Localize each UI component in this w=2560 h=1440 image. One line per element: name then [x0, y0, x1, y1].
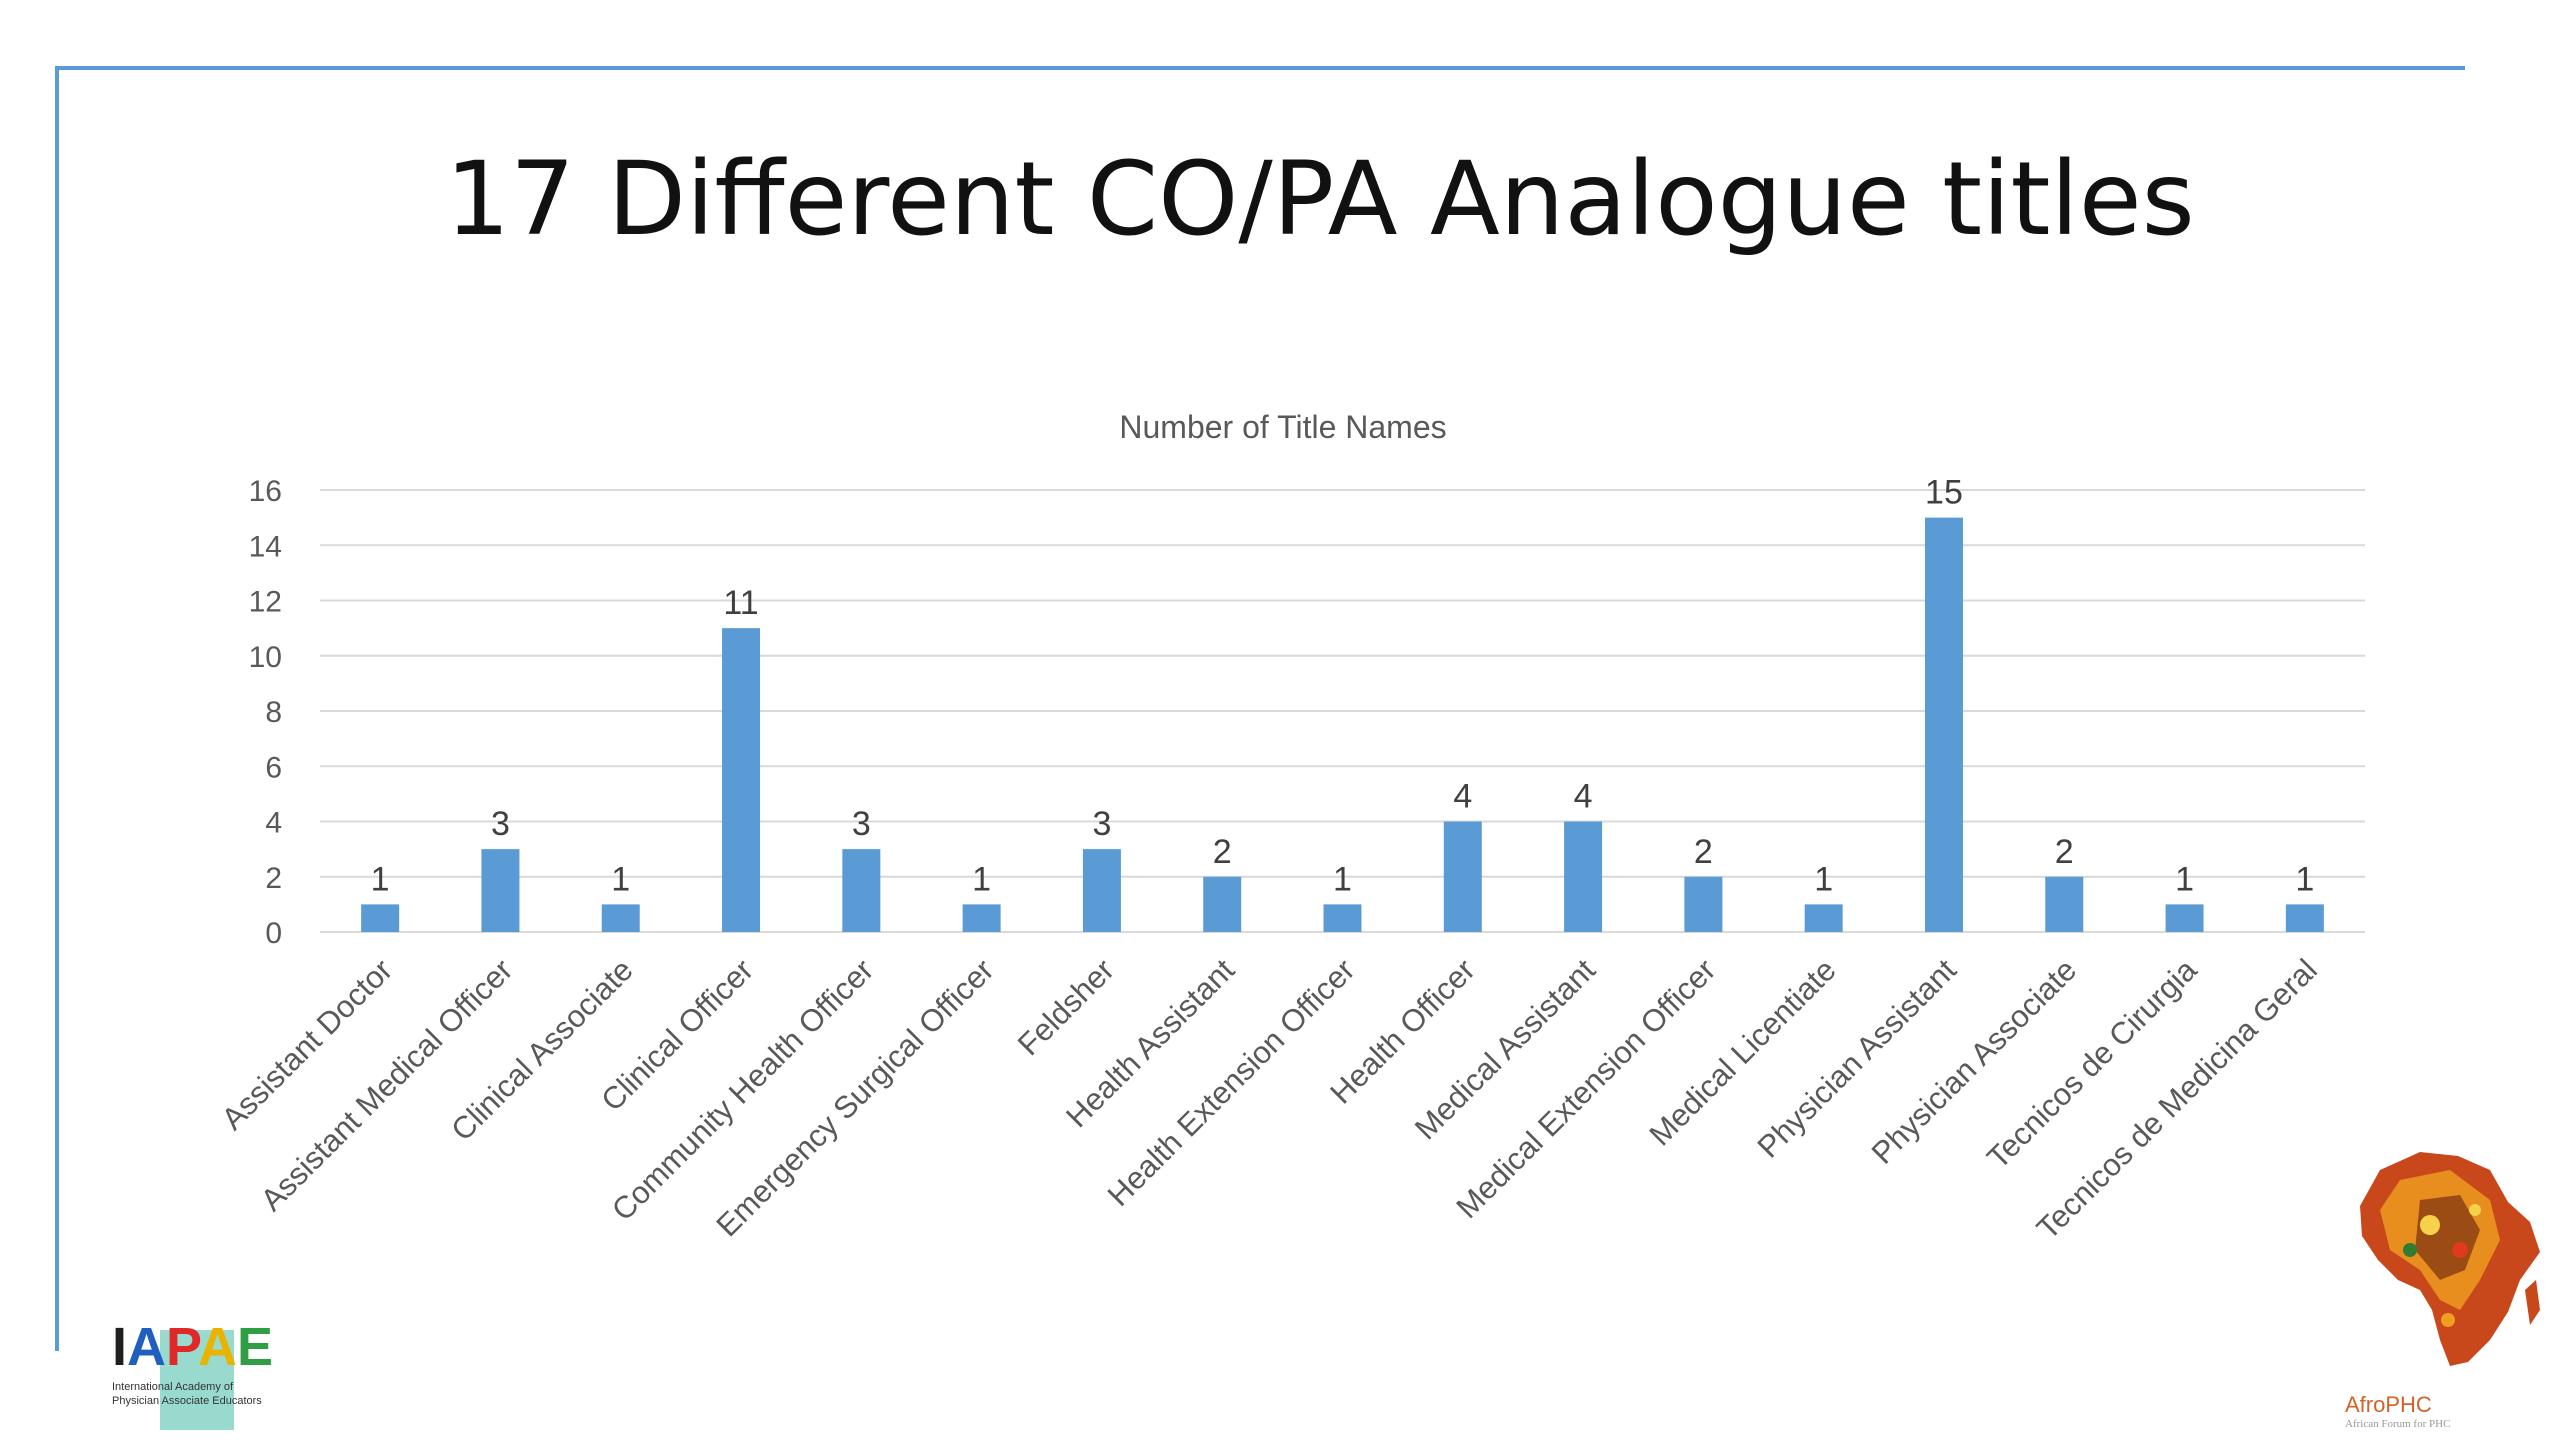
iapae-letter: E [237, 1317, 274, 1377]
iapae-letter: P [166, 1317, 199, 1377]
y-tick-label: 4 [265, 807, 282, 840]
data-label: 1 [2295, 860, 2314, 898]
y-tick-label: 10 [249, 641, 282, 674]
bar [1924, 517, 1963, 932]
data-label: 1 [1333, 860, 1352, 898]
data-label: 1 [972, 860, 991, 898]
afrophc-logo: AfroPHC African Forum for PHC [2340, 1140, 2550, 1440]
bar [2285, 904, 2324, 932]
x-tick-label: Assistant Medical Officer [254, 952, 520, 1218]
chart-title: Number of Title Names [1119, 409, 1446, 445]
gridlines [320, 489, 2365, 933]
iapae-subtitle-line2: Physician Associate Educators [112, 1395, 262, 1407]
iapae-logo: IAPAE International Academy of Physician… [110, 1318, 310, 1430]
bar [1082, 849, 1121, 932]
iapae-letter: I [112, 1317, 128, 1377]
data-label: 3 [1092, 805, 1111, 843]
bar [361, 904, 400, 932]
slide-frame-left-line [55, 66, 59, 1351]
data-label: 2 [2055, 833, 2074, 871]
y-tick-label: 16 [249, 475, 282, 508]
bar [1684, 876, 1723, 932]
data-label: 1 [371, 860, 390, 898]
slide-title: 17 Different CO/PA Analogue titles [445, 140, 2195, 259]
iapae-logo-subtitle: International Academy of Physician Assoc… [112, 1380, 312, 1408]
x-tick-label: Physician Associate [1865, 952, 2083, 1170]
data-label: 1 [611, 860, 630, 898]
slide-frame-top-line [55, 66, 2465, 70]
bar [601, 904, 640, 932]
africa-map-icon [2360, 1152, 2540, 1366]
bar [481, 849, 520, 932]
y-tick-label: 6 [265, 751, 282, 784]
data-label: 2 [1694, 833, 1713, 871]
data-label: 11 [723, 584, 758, 622]
data-label: 4 [1453, 778, 1472, 816]
bar [1203, 876, 1242, 932]
y-tick-label: 12 [249, 586, 282, 619]
bar [1804, 904, 1843, 932]
data-label: 15 [1925, 474, 1963, 512]
bar [722, 628, 761, 932]
data-label: 1 [1814, 860, 1833, 898]
y-tick-label: 2 [265, 862, 282, 895]
x-tick-label: Physician Assistant [1751, 952, 1964, 1165]
data-label: 3 [852, 805, 871, 843]
iapae-logo-letters: IAPAE [112, 1318, 273, 1376]
iapae-logo-accent [160, 1330, 234, 1430]
y-tick-label: 8 [265, 696, 282, 729]
afrophc-logo-subtitle: African Forum for PHC [2345, 1418, 2451, 1430]
y-tick-label: 14 [249, 530, 282, 563]
bar [2045, 876, 2084, 932]
data-label: 2 [1213, 833, 1232, 871]
bar [1323, 904, 1362, 932]
iapae-letter: A [198, 1317, 238, 1377]
bar [962, 904, 1001, 932]
y-tick-label: 0 [265, 917, 282, 950]
x-tick-label: Health Extension Officer [1101, 952, 1362, 1213]
x-tick-label: Tecnicos de Cirurgia [1980, 952, 2204, 1176]
data-label: 4 [1574, 778, 1593, 816]
iapae-subtitle-line1: International Academy of [112, 1381, 234, 1393]
bar [2165, 904, 2204, 932]
bar [1443, 821, 1482, 932]
afrophc-logo-name: AfroPHC [2345, 1392, 2432, 1417]
data-label: 1 [2175, 860, 2194, 898]
bar [1564, 821, 1603, 932]
y-axis-ticks: 0 2 4 6 8 10 12 14 16 [249, 475, 282, 950]
data-label: 3 [491, 805, 510, 843]
x-tick-label: Feldsher [1011, 952, 1121, 1062]
bar [842, 849, 881, 932]
bars [361, 517, 2324, 932]
iapae-letter: A [127, 1317, 167, 1377]
